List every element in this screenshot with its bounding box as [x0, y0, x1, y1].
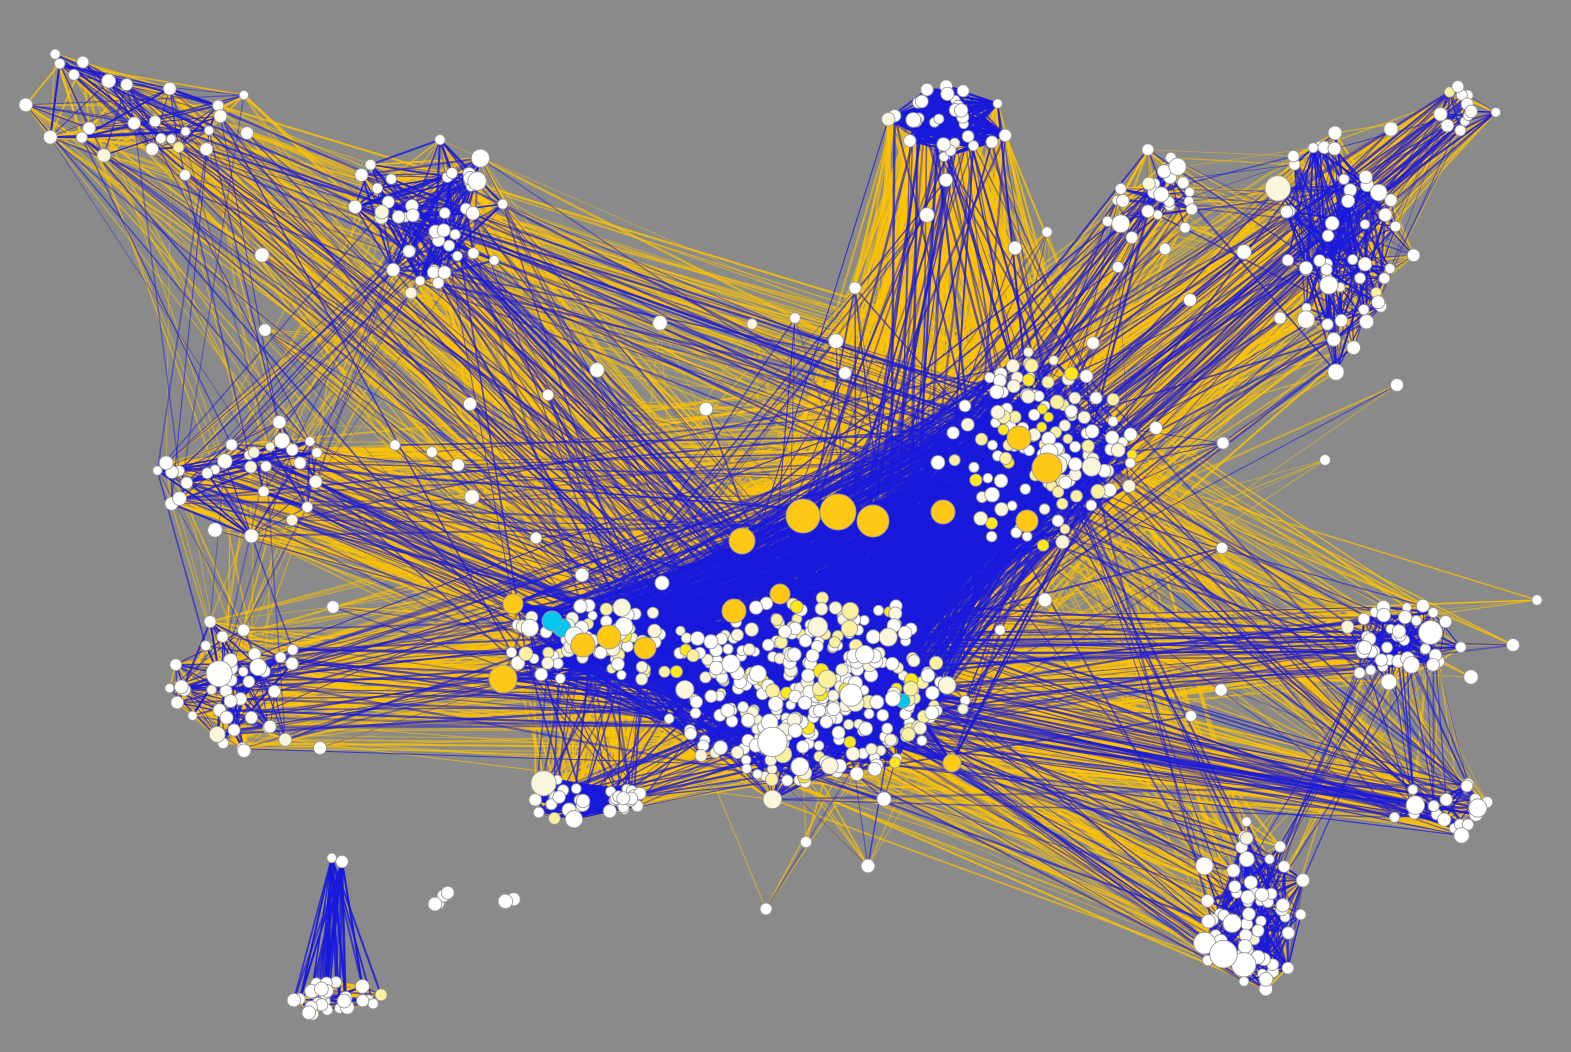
graph-canvas[interactable]: [0, 0, 1571, 1052]
network-graph-visualization: [0, 0, 1571, 1052]
